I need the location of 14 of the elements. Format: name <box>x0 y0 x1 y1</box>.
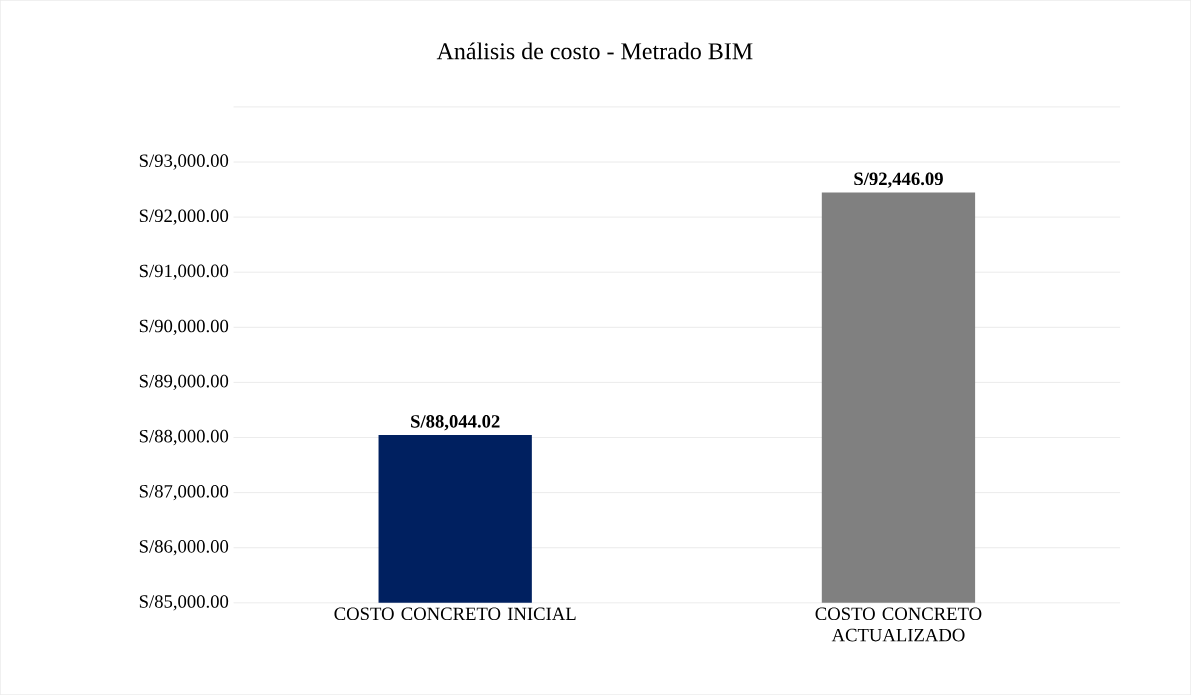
y-tick-label: S/91,000.00 <box>139 264 229 280</box>
y-tick-label: S/90,000.00 <box>139 319 229 335</box>
y-tick-label: S/93,000.00 <box>139 154 229 170</box>
x-tick-label: COSTO CONCRETO ACTUALIZADO <box>815 607 982 642</box>
y-tick-label: S/92,000.00 <box>139 209 229 225</box>
chart-title: Análisis de costo - Metrado BIM <box>436 42 753 60</box>
x-tick-label: COSTO CONCRETO INICIAL <box>334 607 576 621</box>
y-tick-label: S/86,000.00 <box>139 540 229 556</box>
y-tick-label: S/85,000.00 <box>139 595 229 611</box>
y-tick-label: S/87,000.00 <box>139 484 229 501</box>
data-label: S/88,044.02 <box>411 415 500 431</box>
data-label: S/92,446.09 <box>854 172 943 188</box>
y-tick-label: S/89,000.00 <box>139 374 229 391</box>
y-tick-label: S/88,000.00 <box>139 429 229 446</box>
